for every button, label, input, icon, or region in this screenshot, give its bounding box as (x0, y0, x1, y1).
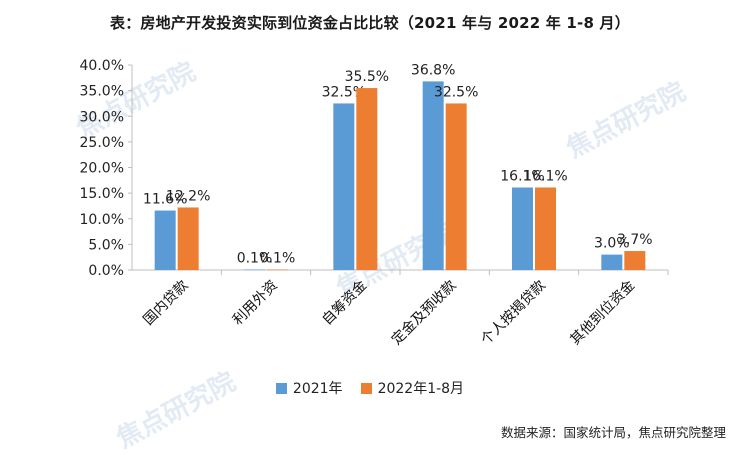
data-label: 32.5% (434, 84, 478, 100)
bar-2022-2 (356, 88, 378, 270)
y-tick-label: 10.0% (80, 212, 124, 228)
data-label: 3.0% (594, 236, 630, 252)
data-label: 0.1% (260, 250, 296, 266)
data-label: 32.5% (322, 84, 366, 100)
y-tick-label: 35.0% (80, 84, 124, 100)
legend-item-2022: 2022年1-8月 (360, 378, 465, 398)
category-label: 国内贷款 (141, 278, 192, 329)
category-label: 自筹资金 (319, 277, 371, 329)
legend: 2021年 2022年1-8月 (0, 378, 740, 398)
category-label: 定金及预收款 (389, 278, 460, 349)
data-label: 0.1% (237, 250, 273, 266)
y-tick-label: 5.0% (88, 237, 124, 253)
legend-label-2021: 2021年 (292, 381, 343, 397)
bar-2022-3 (445, 103, 467, 270)
bar-2022-4 (535, 187, 556, 270)
category-label: 其他到位资金 (567, 278, 638, 349)
bar-2022-0 (177, 207, 199, 270)
legend-label-2022: 2022年1-8月 (377, 381, 465, 397)
y-tick-label: 25.0% (80, 135, 124, 151)
bar-2021-5 (601, 254, 623, 270)
bar-chart: 0.0% 5.0% 10.0% 15.0% 20.0% 25.0% 30.0% 35.0% 40… (80, 58, 669, 349)
data-label: 35.5% (345, 69, 389, 85)
legend-swatch-2022 (360, 382, 372, 394)
bar-2022-1 (267, 269, 288, 271)
data-label: 3.7% (617, 232, 653, 248)
bar-2021-0 (154, 210, 176, 270)
category-label: 个人按揭贷款 (478, 278, 549, 349)
y-tick-label: 15.0% (80, 186, 124, 202)
y-tick-label: 30.0% (80, 109, 124, 125)
data-label: 12.2% (166, 188, 210, 204)
data-label: 36.8% (411, 62, 455, 78)
legend-item-2021: 2021年 (275, 378, 343, 398)
bar-2021-2 (333, 103, 355, 270)
y-tick-label: 0.0% (88, 263, 124, 279)
bar-2022-5 (624, 251, 646, 270)
category-label: 利用外资 (230, 278, 281, 329)
bar-2021-3 (422, 81, 444, 271)
y-tick-label: 20.0% (80, 161, 124, 177)
data-source: 数据来源：国家统计局，焦点研究院整理 (500, 425, 726, 440)
bar-2021-4 (512, 187, 533, 270)
data-label: 16.1% (500, 168, 544, 184)
data-label: 16.1% (523, 168, 567, 184)
data-label: 11.6% (143, 192, 187, 208)
legend-swatch-2021 (275, 382, 287, 394)
chart-title: 表：房地产开发投资实际到位资金占比比较（2021 年与 2022 年 1-8 月… (110, 14, 630, 32)
bar-2021-1 (244, 269, 265, 271)
y-tick-label: 40.0% (80, 58, 124, 74)
